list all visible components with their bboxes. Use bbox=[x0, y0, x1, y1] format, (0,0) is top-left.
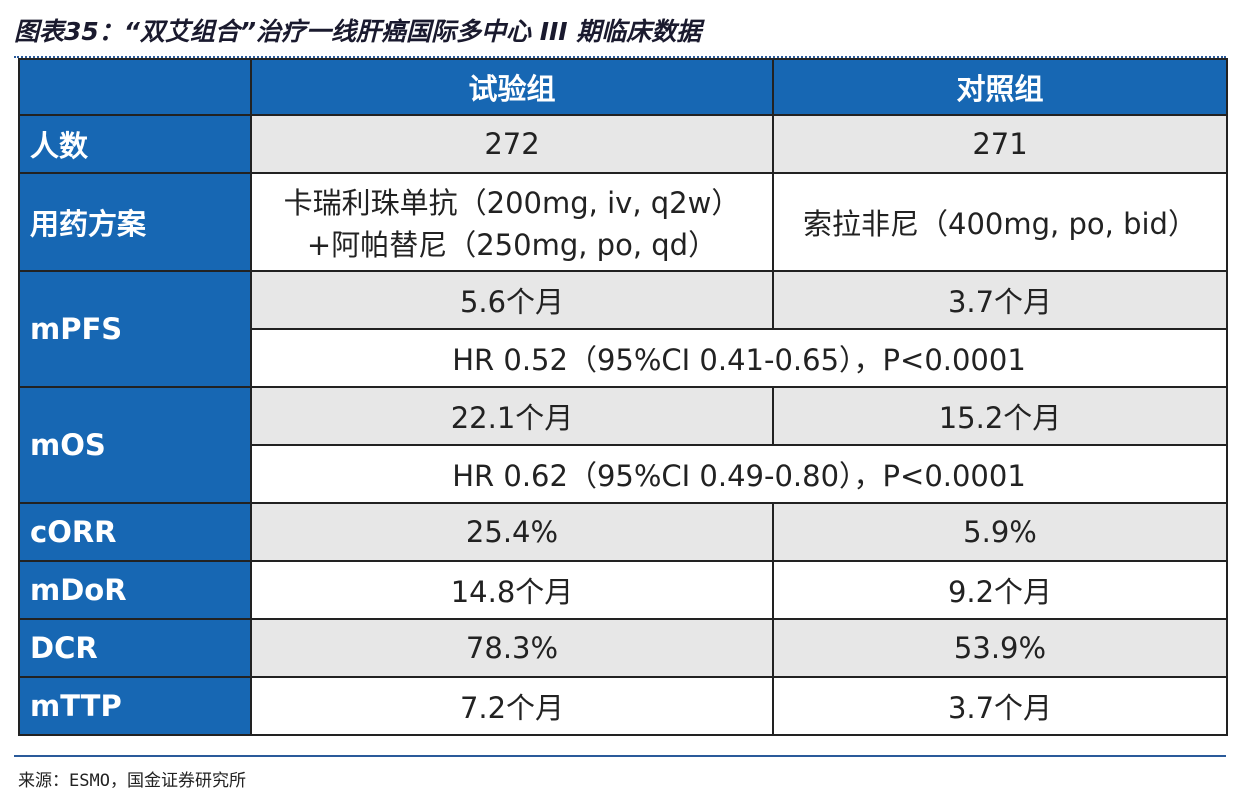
corner bbox=[18, 58, 252, 116]
cell: 14.8个月 bbox=[250, 560, 774, 620]
row-label: DCR bbox=[18, 618, 252, 678]
table: 试验组 对照组 人数 272 271 用药方案 卡瑞利珠单抗（200mg, iv… bbox=[18, 58, 1228, 736]
header-cell: 对照组 bbox=[772, 58, 1228, 116]
row-label: cORR bbox=[18, 502, 252, 562]
cell: 7.2个月 bbox=[250, 676, 774, 736]
header-cell: 试验组 bbox=[250, 58, 774, 116]
cell-line: +阿帕替尼（250mg, po, qd） bbox=[306, 228, 718, 262]
cell: 22.1个月 bbox=[250, 386, 774, 446]
cell: 5.6个月 bbox=[250, 270, 774, 330]
row-label: 用药方案 bbox=[18, 172, 252, 272]
cell: 索拉非尼（400mg, po, bid） bbox=[772, 172, 1228, 272]
cell: 15.2个月 bbox=[772, 386, 1228, 446]
header-row: 试验组 对照组 bbox=[18, 58, 1228, 116]
source: 来源：ESMO，国金证券研究所 bbox=[18, 771, 246, 791]
cell: 卡瑞利珠单抗（200mg, iv, q2w） +阿帕替尼（250mg, po, q… bbox=[250, 172, 774, 272]
cell: 271 bbox=[772, 114, 1228, 174]
hr-cell: HR 0.62（95%CI 0.49-0.80），P<0.0001 bbox=[250, 444, 1228, 504]
cell: 5.9% bbox=[772, 502, 1228, 562]
cell: 78.3% bbox=[250, 618, 774, 678]
cell: 25.4% bbox=[250, 502, 774, 562]
cell-line: 卡瑞利珠单抗（200mg, iv, q2w） bbox=[283, 186, 741, 220]
divider bbox=[14, 56, 1226, 58]
cell: 3.7个月 bbox=[772, 270, 1228, 330]
hr-cell: HR 0.52（95%CI 0.41-0.65），P<0.0001 bbox=[250, 328, 1228, 388]
cell: 53.9% bbox=[772, 618, 1228, 678]
row-label: mOS bbox=[18, 386, 252, 504]
title: 图表35：“双艾组合”治疗一线肝癌国际多中心 III 期临床数据 bbox=[14, 17, 702, 46]
cell: 9.2个月 bbox=[772, 560, 1228, 620]
row-label: mPFS bbox=[18, 270, 252, 388]
cell: 3.7个月 bbox=[772, 676, 1228, 736]
divider bbox=[14, 755, 1226, 757]
row-label: 人数 bbox=[18, 114, 252, 174]
row-label: mDoR bbox=[18, 560, 252, 620]
cell: 272 bbox=[250, 114, 774, 174]
row-label: mTTP bbox=[18, 676, 252, 736]
